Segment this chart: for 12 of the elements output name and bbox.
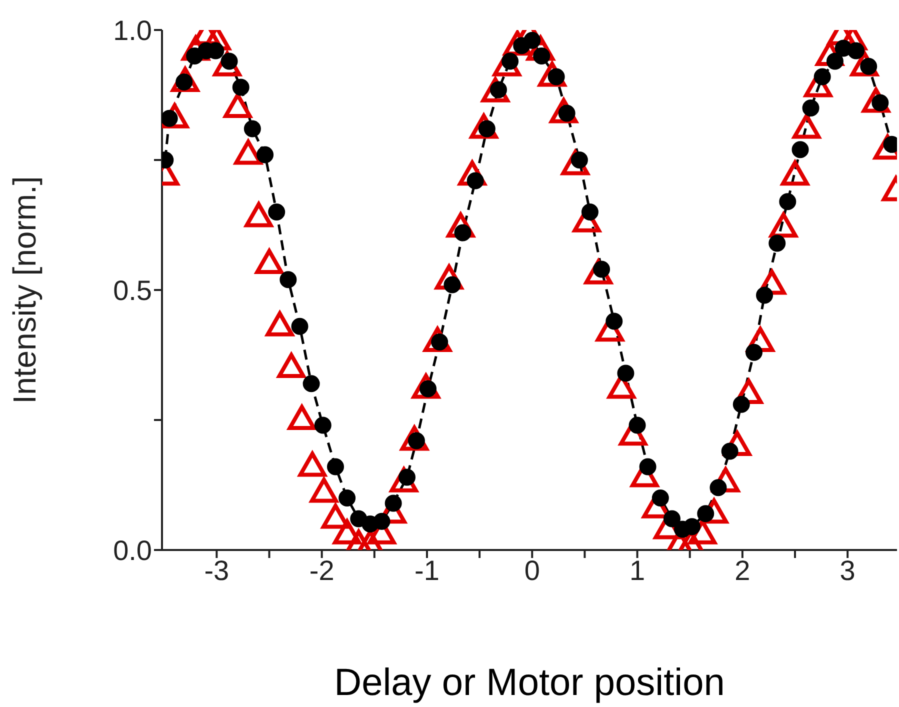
y-tick-label: 0.0	[113, 534, 152, 566]
y-axis-title: Intensity [norm.]	[6, 176, 42, 404]
x-tick-label: 0	[524, 554, 540, 586]
x-tick-label: -1	[414, 554, 440, 586]
x-tick-label: 1	[629, 554, 646, 586]
y-tick-label: 1.0	[113, 14, 152, 46]
x-tick-label: 3	[840, 554, 856, 586]
x-tick-label: 2	[734, 554, 750, 586]
x-tick-label: -3	[204, 554, 230, 586]
x-tick-label: -2	[309, 554, 334, 586]
y-tick-label: 0.5	[113, 274, 152, 306]
x-axis-title: Delay or Motor position	[334, 662, 725, 704]
